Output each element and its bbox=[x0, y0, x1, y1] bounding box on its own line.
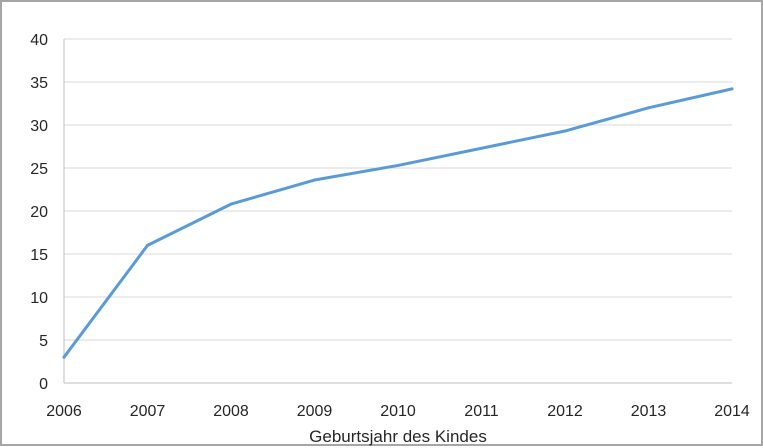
data-point bbox=[563, 129, 567, 133]
gridlines bbox=[64, 38, 732, 341]
data-point bbox=[480, 146, 483, 150]
data-point bbox=[730, 87, 734, 91]
y-tick-label: 10 bbox=[30, 290, 48, 307]
data-point bbox=[146, 243, 149, 247]
x-tick-label: 2012 bbox=[547, 403, 583, 420]
y-tick-label: 5 bbox=[39, 333, 48, 350]
data-point bbox=[396, 163, 400, 167]
x-tick-label: 2009 bbox=[297, 403, 333, 420]
y-tick-label: 15 bbox=[30, 247, 48, 264]
y-tick-labels: 0 5 10 15 20 25 30 35 40 bbox=[30, 32, 48, 393]
x-tick-label: 2011 bbox=[464, 403, 499, 420]
x-axis-title: Geburtsjahr des Kindes bbox=[309, 427, 487, 446]
data-point bbox=[229, 202, 233, 206]
x-tick-label: 2013 bbox=[631, 403, 667, 420]
y-tick-label: 0 bbox=[39, 376, 48, 393]
y-tick-label: 35 bbox=[30, 75, 48, 92]
y-tick-label: 30 bbox=[30, 118, 48, 135]
y-tick-label: 40 bbox=[30, 32, 48, 49]
data-point bbox=[313, 178, 316, 182]
x-tick-labels: 2006 2007 2008 2009 2010 2011 2012 2013 2014 bbox=[46, 403, 750, 420]
data-point bbox=[647, 106, 650, 110]
y-tick-label: 20 bbox=[30, 204, 48, 221]
x-tick-label: 2008 bbox=[213, 403, 249, 420]
x-tick-label: 2006 bbox=[46, 403, 82, 420]
series-line bbox=[62, 87, 734, 359]
axes bbox=[63, 39, 732, 384]
x-tick-label: 2010 bbox=[380, 403, 416, 420]
data-point bbox=[62, 355, 66, 359]
x-tick-label: 2007 bbox=[130, 403, 166, 420]
series-lines bbox=[62, 87, 734, 359]
x-tick-label: 2014 bbox=[714, 403, 750, 420]
y-tick-label: 25 bbox=[30, 161, 48, 178]
